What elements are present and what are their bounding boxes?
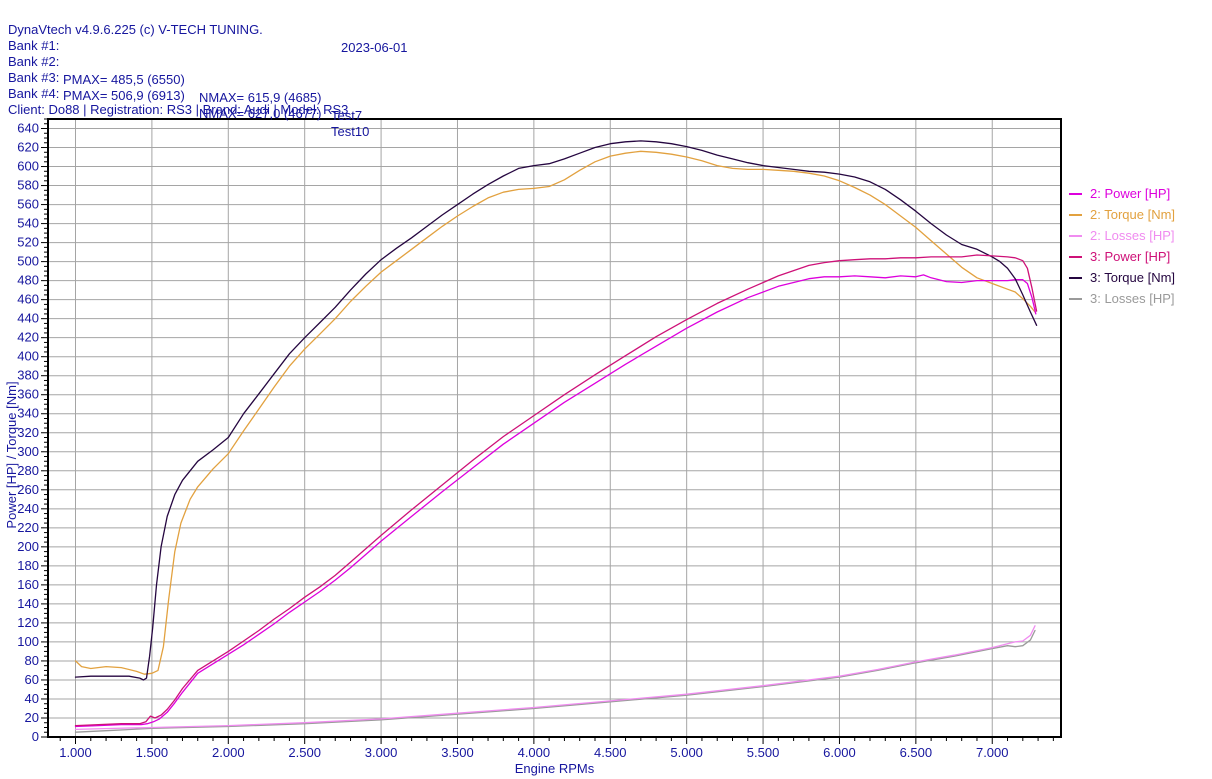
- svg-text:340: 340: [17, 406, 39, 421]
- bank3-label: Bank #3:: [8, 70, 60, 85]
- svg-text:1.000: 1.000: [59, 745, 92, 760]
- svg-text:4.500: 4.500: [594, 745, 627, 760]
- svg-text:220: 220: [17, 520, 39, 535]
- svg-text:500: 500: [17, 254, 39, 269]
- bank2-line: Bank #2: PMAX= 485,5 (6550) NMAX= 615,9 …: [0, 36, 1212, 123]
- legend-label: 2: Power [HP]: [1090, 186, 1171, 201]
- bank4-label: Bank #4:: [8, 86, 60, 101]
- svg-text:3.000: 3.000: [365, 745, 398, 760]
- svg-text:Engine RPMs: Engine RPMs: [515, 761, 595, 776]
- report-date: 2023-06-01: [341, 40, 408, 55]
- svg-text:480: 480: [17, 273, 39, 288]
- svg-text:6.500: 6.500: [900, 745, 933, 760]
- svg-text:140: 140: [17, 596, 39, 611]
- svg-text:40: 40: [25, 691, 39, 706]
- svg-text:4.000: 4.000: [518, 745, 551, 760]
- svg-text:400: 400: [17, 349, 39, 364]
- svg-text:560: 560: [17, 197, 39, 212]
- svg-text:280: 280: [17, 463, 39, 478]
- legend-line-swatch: [1069, 255, 1082, 258]
- legend-label: 3: Losses [HP]: [1090, 291, 1175, 306]
- svg-text:6.000: 6.000: [823, 745, 856, 760]
- bank1-label: Bank #1:: [8, 38, 60, 53]
- legend-line-swatch: [1069, 192, 1082, 195]
- legend-item: 2: Power [HP]: [1069, 183, 1175, 204]
- svg-text:1.500: 1.500: [136, 745, 169, 760]
- svg-text:520: 520: [17, 235, 39, 250]
- svg-text:320: 320: [17, 425, 39, 440]
- legend-line-swatch: [1069, 276, 1082, 279]
- app-title: DynaVtech v4.9.6.225 (c) V-TECH TUNING.: [8, 22, 263, 37]
- legend-item: 2: Torque [Nm]: [1069, 204, 1175, 225]
- legend-line-swatch: [1069, 213, 1082, 216]
- svg-text:7.000: 7.000: [976, 745, 1009, 760]
- svg-text:240: 240: [17, 501, 39, 516]
- bank2-nmax: NMAX= 615,9 (4685): [199, 90, 322, 105]
- legend: 2: Power [HP] 2: Torque [Nm] 2: Losses […: [1069, 183, 1175, 309]
- bank2-pmax: PMAX= 485,5 (6550): [63, 72, 185, 87]
- svg-text:420: 420: [17, 330, 39, 345]
- legend-label: 2: Torque [Nm]: [1090, 207, 1176, 222]
- svg-text:3.500: 3.500: [441, 745, 474, 760]
- bank4-line: Bank #4:: [0, 68, 1212, 101]
- legend-item: 3: Torque [Nm]: [1069, 267, 1175, 288]
- svg-text:2.000: 2.000: [212, 745, 245, 760]
- svg-text:540: 540: [17, 216, 39, 231]
- svg-text:360: 360: [17, 387, 39, 402]
- legend-label: 2: Losses [HP]: [1090, 228, 1175, 243]
- svg-text:640: 640: [17, 121, 39, 136]
- legend-item: 2: Losses [HP]: [1069, 225, 1175, 246]
- svg-text:300: 300: [17, 444, 39, 459]
- svg-text:200: 200: [17, 539, 39, 554]
- svg-text:620: 620: [17, 140, 39, 155]
- svg-text:160: 160: [17, 577, 39, 592]
- svg-text:600: 600: [17, 159, 39, 174]
- legend-item: 3: Losses [HP]: [1069, 288, 1175, 309]
- svg-text:180: 180: [17, 558, 39, 573]
- bank3-test-name: Test10: [331, 124, 370, 139]
- svg-text:Power [HP] / Torque [Nm]: Power [HP] / Torque [Nm]: [4, 381, 19, 528]
- bank3-line: Bank #3: PMAX= 506,9 (6913) NMAX= 627,0 …: [0, 52, 1212, 139]
- bank3-pmax: PMAX= 506,9 (6913): [63, 88, 185, 103]
- legend-line-swatch: [1069, 234, 1082, 237]
- client-info: Client: Do88 | Registration: RS3 | Brand…: [8, 102, 349, 117]
- svg-text:60: 60: [25, 672, 39, 687]
- svg-text:260: 260: [17, 482, 39, 497]
- svg-text:0: 0: [32, 729, 39, 744]
- legend-label: 3: Torque [Nm]: [1090, 270, 1176, 285]
- svg-text:2.500: 2.500: [288, 745, 321, 760]
- bank2-test-name: Test7: [331, 108, 363, 123]
- legend-line-swatch: [1069, 297, 1082, 300]
- svg-text:580: 580: [17, 178, 39, 193]
- svg-text:5.000: 5.000: [670, 745, 703, 760]
- client-line: Client: Do88 | Registration: RS3 | Brand…: [0, 84, 1212, 117]
- header-title-line: DynaVtech v4.9.6.225 (c) V-TECH TUNING. …: [0, 4, 1212, 55]
- legend-item: 3: Power [HP]: [1069, 246, 1175, 267]
- svg-text:120: 120: [17, 615, 39, 630]
- bank1-line: Bank #1:: [0, 20, 1212, 53]
- svg-text:5.500: 5.500: [747, 745, 780, 760]
- bank3-nmax: NMAX= 627,0 (4677): [199, 106, 322, 121]
- svg-text:100: 100: [17, 634, 39, 649]
- legend-label: 3: Power [HP]: [1090, 249, 1171, 264]
- svg-text:440: 440: [17, 311, 39, 326]
- svg-text:460: 460: [17, 292, 39, 307]
- bank2-label: Bank #2:: [8, 54, 60, 69]
- svg-text:380: 380: [17, 368, 39, 383]
- svg-text:20: 20: [25, 710, 39, 725]
- svg-text:80: 80: [25, 653, 39, 668]
